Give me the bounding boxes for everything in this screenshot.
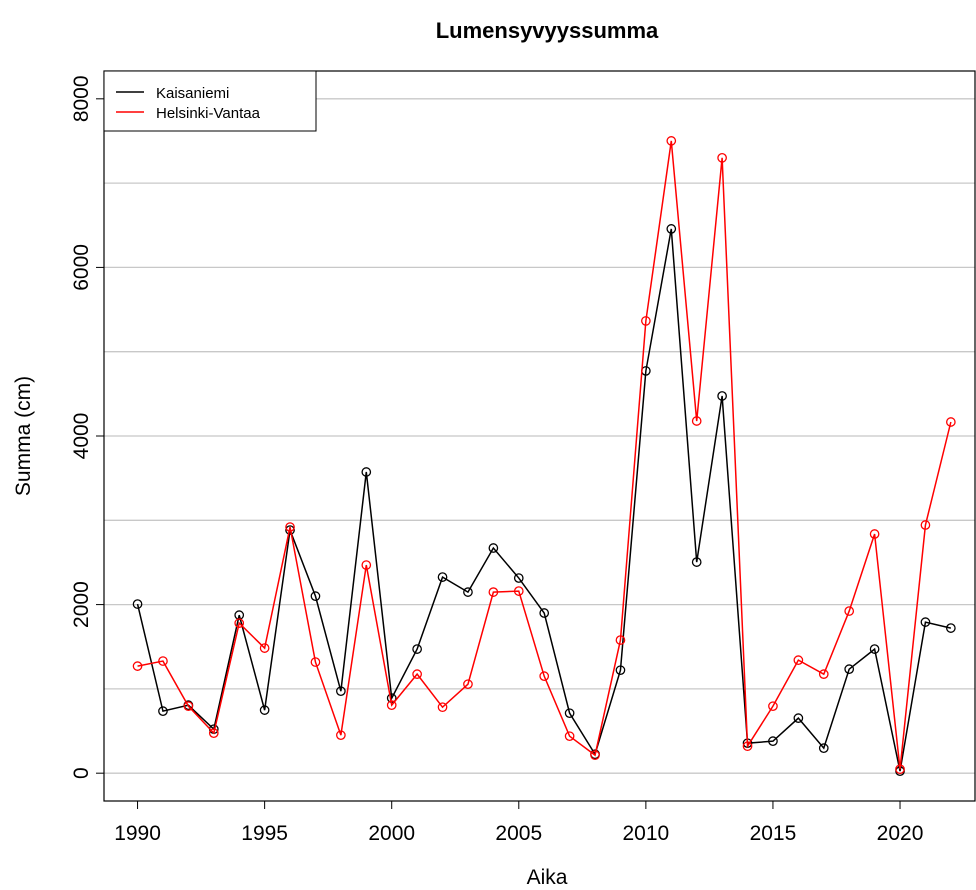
point (717, 391, 727, 401)
point (793, 655, 804, 665)
point (132, 599, 143, 609)
point (666, 224, 677, 234)
y-tick-label: 0 (70, 767, 93, 779)
point (818, 743, 829, 753)
legend-box (103, 70, 317, 132)
chart-title: Lumensyvyyssumma (436, 18, 659, 43)
series-line (137, 140, 952, 770)
point (844, 664, 855, 675)
point (513, 586, 524, 596)
x-tick-label: 2010 (623, 822, 670, 845)
point (717, 152, 727, 163)
x-tick-label: 1990 (114, 822, 161, 845)
series-line (136, 228, 952, 772)
point (666, 136, 677, 146)
point (869, 529, 880, 539)
point (310, 657, 321, 667)
point (336, 730, 346, 741)
point (920, 617, 931, 627)
y-axis-label: Summa (cm) (12, 376, 35, 496)
y-tick-label: 4000 (70, 413, 93, 460)
plot-frame (103, 70, 976, 802)
point (539, 671, 550, 682)
point (920, 520, 931, 530)
point (768, 701, 778, 712)
point (869, 644, 880, 654)
point (310, 591, 321, 602)
point (234, 618, 245, 628)
point (488, 543, 499, 553)
point (513, 573, 524, 583)
point (259, 643, 270, 653)
point (564, 708, 575, 719)
point (285, 525, 295, 535)
x-tick-label: 2000 (368, 822, 415, 845)
point (463, 587, 473, 597)
point (793, 713, 804, 723)
point (158, 706, 168, 716)
point (361, 560, 372, 570)
point (895, 764, 905, 775)
point (844, 606, 855, 616)
point (564, 731, 575, 742)
legend-label: Kaisaniemi (156, 85, 229, 102)
y-tick-label: 6000 (70, 244, 93, 291)
point (437, 702, 448, 713)
point (437, 572, 448, 582)
point (818, 669, 829, 679)
point (386, 700, 397, 711)
x-tick-label: 2020 (877, 822, 924, 845)
point (412, 644, 422, 654)
point (768, 736, 778, 747)
point (259, 705, 270, 715)
point (615, 665, 626, 676)
y-tick-label: 2000 (70, 581, 93, 628)
point (361, 467, 372, 477)
point (158, 656, 168, 666)
point (336, 686, 346, 697)
point (641, 316, 651, 326)
point (691, 416, 702, 426)
point (946, 623, 956, 633)
point (539, 608, 550, 618)
point (412, 669, 422, 679)
point (208, 728, 219, 738)
point (488, 587, 499, 597)
y-tick-label: 8000 (70, 75, 93, 122)
point (183, 701, 194, 712)
x-tick-label: 2005 (495, 822, 542, 845)
point (285, 522, 295, 532)
point (615, 635, 626, 645)
x-axis-label: Aika (527, 866, 568, 889)
point (691, 557, 702, 567)
point (590, 750, 600, 760)
x-tick-label: 2015 (750, 822, 797, 845)
point (946, 417, 956, 427)
point (132, 661, 143, 671)
legend-label: Helsinki-Vantaa (156, 105, 261, 122)
point (463, 679, 473, 690)
point (742, 741, 753, 752)
x-tick-label: 1995 (241, 822, 288, 845)
